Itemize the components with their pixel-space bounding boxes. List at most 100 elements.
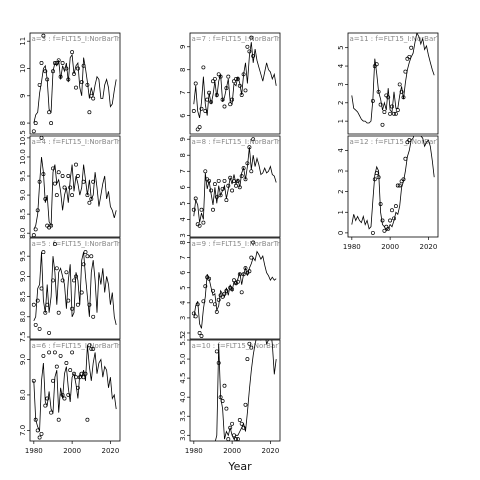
data-point [72, 371, 76, 376]
data-point [222, 104, 227, 109]
y-tick-label: 7 [179, 255, 187, 259]
panel-a-10: a=10 : f=FLT15_I:NorBarTrSu 3.0 3.5 4.0 4.5 5… [179, 334, 281, 455]
data-point [376, 175, 381, 180]
panel-strip-label: a=12 : f=FLT15_I:NorBarTrSu [350, 138, 452, 146]
panel-a-4: a=4 : f=FLT15_I:NorBarTrSu 8.0 8.5 9.0 9.5 10… [19, 130, 129, 239]
data-point [197, 331, 202, 335]
data-point [224, 406, 229, 411]
data-point [81, 63, 86, 68]
data-point [243, 88, 248, 93]
data-point [35, 428, 40, 433]
panel-strip-label: a=4 : f=FLT15_I:NorBarTrSu [32, 138, 129, 146]
data-point [197, 223, 202, 228]
data-point [251, 137, 256, 142]
y-tick-label: 2 [179, 331, 187, 335]
panel-a-9: a=9 : f=FLT15_I:NorBarTrSu 2 3 4 5 6 7 8 [179, 237, 289, 340]
data-point [237, 83, 242, 88]
data-point [209, 99, 214, 104]
data-point [33, 417, 38, 422]
data-point [47, 110, 52, 115]
panel-a-3: a=3 : f=FLT15_I:NorBarTrSu 8 9 10 11 [19, 32, 121, 135]
data-point [212, 302, 217, 307]
y-tick-label: 4.5 [179, 373, 187, 384]
y-tick-label: 4.0 [179, 392, 187, 403]
y-tick-label: 5 [179, 286, 187, 290]
data-point [56, 58, 61, 63]
data-point [35, 208, 40, 213]
data-point [191, 109, 196, 113]
y-tick-label: 10.0 [19, 149, 27, 165]
panel-a-8: a=8 : f=FLT15_I:NorBarTrSu 3 4 5 6 7 8 9 [179, 135, 281, 238]
y-tick-label: 3.0 [179, 430, 187, 441]
data-point [386, 226, 391, 231]
data-point [222, 383, 227, 388]
data-point [222, 291, 227, 296]
data-point [241, 272, 246, 277]
y-tick-label: 9.5 [19, 251, 27, 262]
data-point [203, 284, 208, 289]
data-point [75, 174, 80, 178]
data-point [372, 177, 377, 182]
series-line [351, 33, 435, 124]
data-point [243, 266, 248, 271]
data-point [203, 169, 208, 174]
y-tick-label: 8 [179, 240, 187, 244]
y-tick-label: 0 [337, 231, 345, 235]
panel-strip-label: a=5 : f=FLT15_I:NorBarTrSu [32, 240, 129, 248]
data-point [62, 396, 67, 401]
data-point [380, 218, 385, 223]
data-point [205, 97, 210, 102]
y-tick-label: 8.5 [19, 291, 27, 302]
series-line [33, 252, 117, 325]
data-point [212, 76, 217, 81]
data-point [54, 193, 59, 198]
data-point [220, 186, 225, 191]
data-point [37, 435, 42, 440]
data-point [56, 310, 61, 315]
y-tick-label: 4 [179, 217, 187, 222]
panel-strip-label: a=9 : f=FLT15_I:NorBarTrSu [192, 240, 289, 248]
panel-strip-label: a=6 : f=FLT15_I:NorBarTrSu [32, 342, 129, 350]
y-tick-label: 9 [179, 137, 187, 141]
panel-strip-label: a=7 : f=FLT15_I:NorBarTrSu [192, 35, 289, 43]
data-point [211, 207, 215, 212]
data-point [47, 225, 52, 230]
y-tick-label: 4 [337, 63, 345, 68]
y-tick-label: 6 [179, 185, 187, 190]
data-point [214, 93, 219, 97]
data-point [230, 421, 235, 426]
series-line [214, 340, 277, 441]
data-point [85, 82, 90, 87]
data-point [228, 425, 233, 430]
data-point [39, 136, 44, 140]
data-point [216, 72, 221, 77]
data-point [386, 95, 391, 100]
data-point [91, 314, 96, 319]
data-point [243, 402, 248, 407]
data-point [374, 171, 379, 176]
data-point [209, 188, 214, 193]
data-point [395, 108, 400, 113]
data-point [376, 89, 381, 94]
data-point [72, 278, 76, 283]
y-tick-label: 3.5 [179, 411, 187, 422]
data-point [397, 183, 402, 188]
data-point [218, 74, 223, 79]
data-point [60, 278, 65, 283]
x-tick-label: 2000 [63, 447, 81, 455]
data-point [91, 96, 96, 101]
panel-a-11: a=11 : f=FLT15_I:NorBarTrSu 1 2 3 4 5 [337, 32, 439, 135]
x-axis-label: Year [227, 460, 252, 473]
data-point [199, 106, 204, 111]
data-point [403, 69, 408, 74]
y-tick-label: 9 [179, 45, 187, 49]
panel-frame [189, 339, 281, 442]
data-point [41, 250, 46, 255]
panel-data [351, 136, 435, 235]
data-point [77, 375, 82, 380]
data-point [37, 82, 42, 87]
y-tick-label: 7 [179, 90, 187, 94]
data-point [193, 314, 198, 319]
data-point [214, 309, 219, 314]
